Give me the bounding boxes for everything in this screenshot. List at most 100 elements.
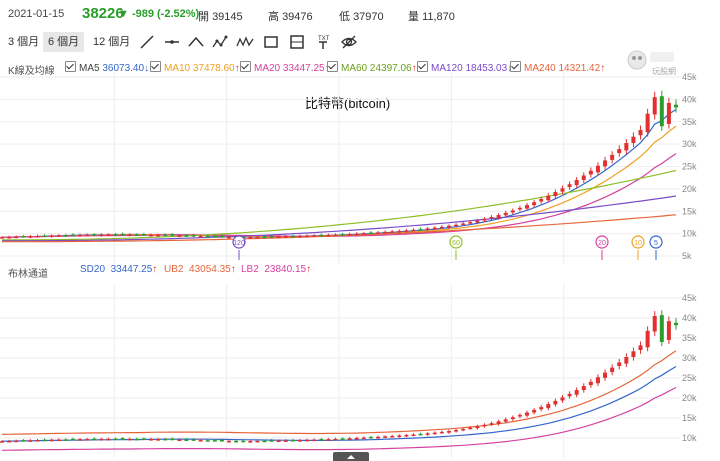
candle-body	[205, 440, 210, 442]
candle-body	[603, 160, 608, 167]
y-tick-label: 35k	[682, 117, 697, 127]
candle-body	[255, 236, 260, 239]
kline-candles	[0, 90, 678, 239]
candle-body	[326, 439, 331, 441]
candle-body	[432, 432, 437, 435]
candle-body	[475, 220, 480, 223]
candle-body	[347, 438, 352, 440]
candle-body	[305, 235, 310, 238]
candle-body	[361, 233, 366, 235]
candle-body	[666, 321, 671, 340]
candle-body	[191, 235, 196, 237]
candle-body	[0, 441, 4, 443]
ma60-checkbox[interactable]	[327, 61, 338, 72]
candle-body	[42, 439, 47, 442]
candle-body	[610, 367, 615, 373]
candle-body	[49, 439, 54, 442]
candle-body	[70, 234, 75, 237]
y-tick-label: 40k	[682, 313, 697, 323]
candle-body	[617, 149, 622, 154]
candle-body	[368, 436, 373, 439]
wave-icon[interactable]	[235, 32, 255, 52]
y-tick-label: 25k	[682, 162, 697, 172]
candle-body	[468, 222, 473, 224]
ma5-checkbox[interactable]	[65, 61, 76, 72]
candle-body	[517, 207, 522, 210]
low-price: 低 37970	[339, 11, 384, 23]
quote-info-bar: 2021-01-15 38226 ▼ -989 (-2.52%) 開 39145…	[0, 0, 720, 30]
candle-body	[397, 435, 402, 438]
candle-body	[340, 234, 345, 236]
candle-body	[503, 212, 508, 216]
polyline-icon[interactable]	[186, 32, 206, 52]
candle-body	[56, 235, 61, 237]
legend-ma60[interactable]: MA60 24397.06↑	[327, 61, 417, 74]
candle-body	[21, 236, 26, 238]
candle-body	[567, 184, 572, 187]
candle-body	[454, 224, 459, 227]
brand-logo-text: 玩股網	[652, 67, 676, 76]
candle-body	[326, 234, 331, 237]
fibonacci-icon[interactable]	[287, 32, 307, 52]
candle-body	[28, 236, 33, 238]
hide-icon[interactable]	[339, 32, 359, 52]
candle-body	[383, 436, 388, 438]
ma10-checkbox[interactable]	[150, 61, 161, 72]
candle-body	[525, 412, 530, 416]
candle-body	[432, 227, 437, 230]
rectangle-icon[interactable]	[261, 32, 281, 52]
pattern-icon[interactable]	[210, 32, 230, 52]
volume: 量 11,870	[408, 11, 455, 23]
candle-body	[439, 226, 444, 229]
candle-body	[376, 232, 381, 234]
candle-body	[255, 440, 260, 443]
candle-body	[368, 232, 373, 235]
horizontal-line-icon[interactable]	[162, 32, 182, 52]
range-3m-button[interactable]: 3 個月	[8, 36, 40, 48]
candle-body	[262, 440, 267, 443]
candle-body	[560, 397, 565, 401]
legend-ma240[interactable]: MA240 14321.42↑	[510, 61, 605, 74]
text-tool-icon[interactable]: TXT	[313, 32, 333, 52]
candle-body	[638, 129, 643, 136]
boll-y-axis: 45k 40k 35k 30k 25k 20k 15k 10k	[682, 293, 697, 443]
candle-body	[489, 423, 494, 425]
candle-body	[674, 104, 678, 108]
candle-body	[617, 362, 622, 366]
legend-ma5[interactable]: MA5 36073.40↓	[65, 61, 149, 74]
candle-body	[354, 233, 359, 236]
range-12m-button[interactable]: 12 個月	[93, 36, 131, 48]
kline-y-axis: 45k 40k 35k 30k 25k 20k 15k 10k 5k	[682, 72, 697, 261]
legend-ma10[interactable]: MA10 37478.60↑	[150, 61, 240, 74]
candle-body	[588, 170, 593, 175]
line-tool-icon[interactable]	[137, 32, 157, 52]
candle-body	[148, 439, 153, 441]
ma20-checkbox[interactable]	[240, 61, 251, 72]
candle-body	[560, 188, 565, 192]
candle-body	[141, 234, 146, 236]
candle-body	[85, 234, 90, 237]
candle-body	[525, 205, 530, 209]
candle-body	[489, 217, 494, 219]
candle-body	[141, 438, 146, 440]
kline-chart[interactable]: 45k 40k 35k 30k 25k 20k 15k 10k 5k 120 60 20 10 5	[0, 72, 720, 264]
ma240-checkbox[interactable]	[510, 61, 521, 72]
bollinger-chart[interactable]: 45k 40k 35k 30k 25k 20k 15k 10k	[0, 280, 720, 461]
candle-body	[674, 322, 678, 326]
candle-body	[227, 236, 232, 239]
y-tick-label: 25k	[682, 373, 697, 383]
ma120-checkbox[interactable]	[417, 61, 428, 72]
candle-body	[170, 234, 175, 236]
range-6m-button[interactable]: 6 個月	[43, 32, 85, 52]
collapse-button[interactable]	[333, 452, 369, 461]
candle-body	[539, 199, 544, 202]
y-tick-label: 10k	[682, 229, 697, 239]
ma60-line	[2, 169, 677, 241]
candle-body	[659, 96, 664, 127]
candle-body	[92, 438, 97, 441]
candle-body	[361, 437, 366, 440]
candle-body	[581, 175, 586, 180]
candle-body	[461, 223, 466, 225]
candle-body	[482, 218, 487, 221]
y-tick-label: 40k	[682, 94, 697, 104]
